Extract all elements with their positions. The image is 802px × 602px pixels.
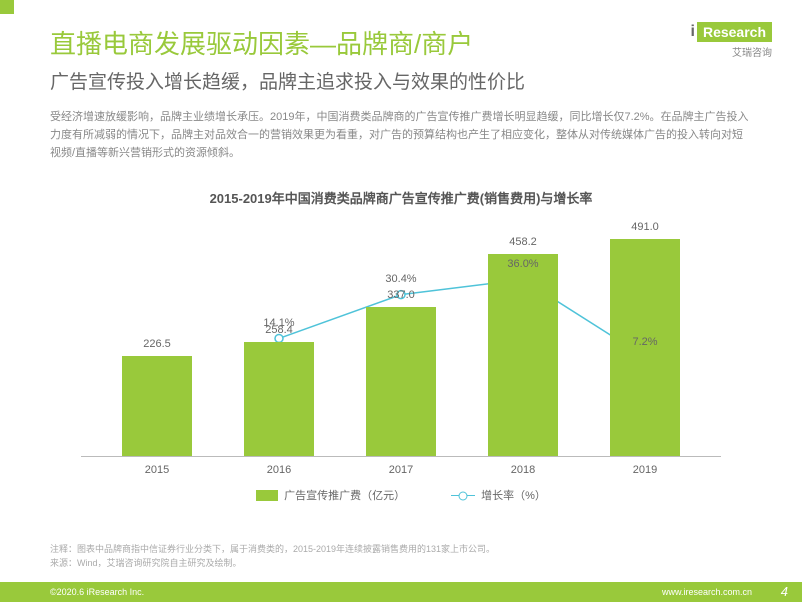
x-axis-label: 2015 <box>122 464 192 476</box>
footer: ©2020.6 iResearch Inc. www.iresearch.com… <box>0 582 802 602</box>
bar-value-label: 337.0 <box>366 289 436 301</box>
bar: 337.0 <box>366 307 436 456</box>
logo: iResearch 艾瑞咨询 <box>691 22 773 59</box>
growth-label: 14.1% <box>263 317 294 329</box>
x-axis-label: 2016 <box>244 464 314 476</box>
growth-label: 36.0% <box>507 258 538 270</box>
bar-value-label: 491.0 <box>610 221 680 233</box>
legend: 广告宣传推广费（亿元） 增长率（%） <box>81 487 721 503</box>
page-number: 4 <box>781 584 788 599</box>
legend-bar-label: 广告宣传推广费（亿元） <box>284 487 405 503</box>
legend-line-swatch <box>451 495 475 496</box>
bar-group: 337.02017 <box>366 307 436 456</box>
legend-line: 增长率（%） <box>451 487 546 503</box>
footer-url: www.iresearch.com.cn <box>662 587 752 597</box>
legend-line-label: 增长率（%） <box>481 487 546 503</box>
logo-cn: 艾瑞咨询 <box>691 44 773 59</box>
bar-value-label: 458.2 <box>488 236 558 248</box>
chart-title: 2015-2019年中国消费类品牌商广告宣传推广费(销售费用)与增长率 <box>81 188 721 207</box>
footnote-1: 注释：图表中品牌商指中信证券行业分类下，属于消费类的，2015-2019年连续披… <box>50 543 495 557</box>
legend-bar-swatch <box>256 490 278 501</box>
x-axis-label: 2019 <box>610 464 680 476</box>
page-title: 直播电商发展驱动因素—品牌商/商户 <box>50 24 752 61</box>
legend-bar: 广告宣传推广费（亿元） <box>256 487 405 503</box>
bar-group: 226.52015 <box>122 356 192 456</box>
logo-mark: iResearch <box>691 22 773 42</box>
bar: 258.4 <box>244 342 314 456</box>
chart-plot-area: 226.52015258.42016337.02017458.22018491.… <box>81 227 721 457</box>
page-subtitle: 广告宣传投入增长趋缓，品牌主追求投入与效果的性价比 <box>50 67 752 94</box>
x-axis-label: 2017 <box>366 464 436 476</box>
bar-group: 458.22018 <box>488 254 558 457</box>
growth-label: 7.2% <box>632 336 657 348</box>
logo-word: Research <box>697 22 772 42</box>
content: 直播电商发展驱动因素—品牌商/商户 广告宣传投入增长趋缓，品牌主追求投入与效果的… <box>0 0 802 503</box>
growth-label: 30.4% <box>385 273 416 285</box>
bar: 458.2 <box>488 254 558 457</box>
bar-value-label: 226.5 <box>122 338 192 350</box>
body-paragraph: 受经济增速放缓影响，品牌主业绩增长承压。2019年，中国消费类品牌商的广告宣传推… <box>50 108 752 162</box>
chart: 2015-2019年中国消费类品牌商广告宣传推广费(销售费用)与增长率 226.… <box>81 188 721 503</box>
top-accent <box>0 0 14 14</box>
footnote-2: 来源：Wind，艾瑞咨询研究院自主研究及绘制。 <box>50 557 495 571</box>
footer-copyright: ©2020.6 iResearch Inc. <box>50 587 144 597</box>
logo-i: i <box>691 23 695 41</box>
x-axis-label: 2018 <box>488 464 558 476</box>
footnotes: 注释：图表中品牌商指中信证券行业分类下，属于消费类的，2015-2019年连续披… <box>50 543 495 570</box>
bar-group: 258.42016 <box>244 342 314 456</box>
bar: 226.5 <box>122 356 192 456</box>
